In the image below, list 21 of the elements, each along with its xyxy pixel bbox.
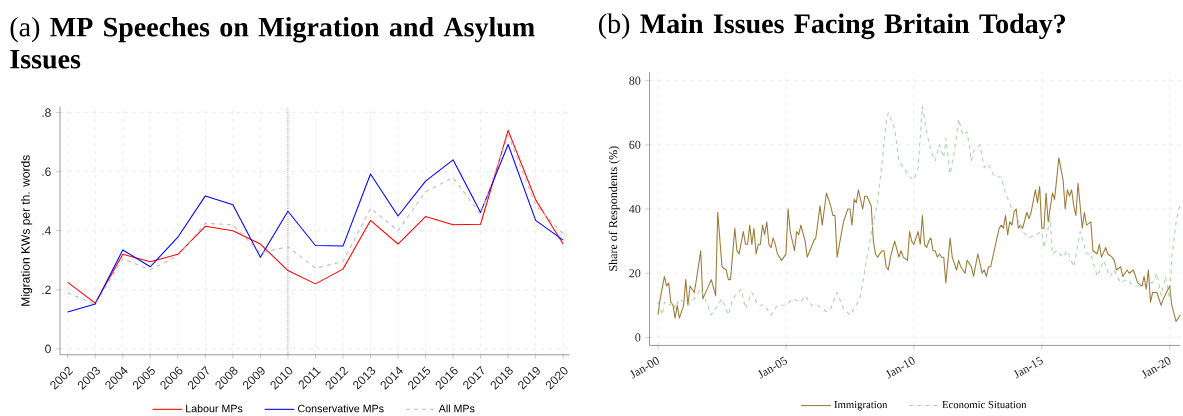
legend-label: All MPs bbox=[438, 404, 475, 413]
y-tick-label: .2 bbox=[42, 285, 51, 294]
y-tick-label: .4 bbox=[42, 226, 51, 235]
y-tick-label: .8 bbox=[42, 108, 51, 117]
chart-title: (a) MP Speeches on Migration and Asylum Issues bbox=[10, 16, 535, 69]
y-tick-label: 60 bbox=[629, 140, 641, 149]
legend-label: Economic Situation bbox=[942, 400, 1027, 409]
y-tick-label: 20 bbox=[629, 269, 641, 278]
line-series bbox=[657, 105, 1181, 316]
y-tick-label: 40 bbox=[629, 204, 641, 214]
y-tick-label: 0 bbox=[635, 333, 641, 342]
y-axis-title: Share of Respondents (%) bbox=[608, 146, 620, 271]
y-tick-label: 0 bbox=[45, 344, 51, 354]
y-tick-label: 80 bbox=[629, 76, 641, 85]
y-axis-title: Migration KWs per th. words bbox=[20, 155, 33, 306]
legend-label: Conservative MPs bbox=[298, 404, 384, 413]
legend-label: Immigration bbox=[834, 400, 888, 411]
line-series bbox=[657, 157, 1181, 322]
legend-label: Labour MPs bbox=[186, 404, 243, 413]
y-tick-label: .6 bbox=[42, 167, 51, 176]
chart-title: (b) Main Issues Facing Britain Today? bbox=[599, 13, 1066, 40]
